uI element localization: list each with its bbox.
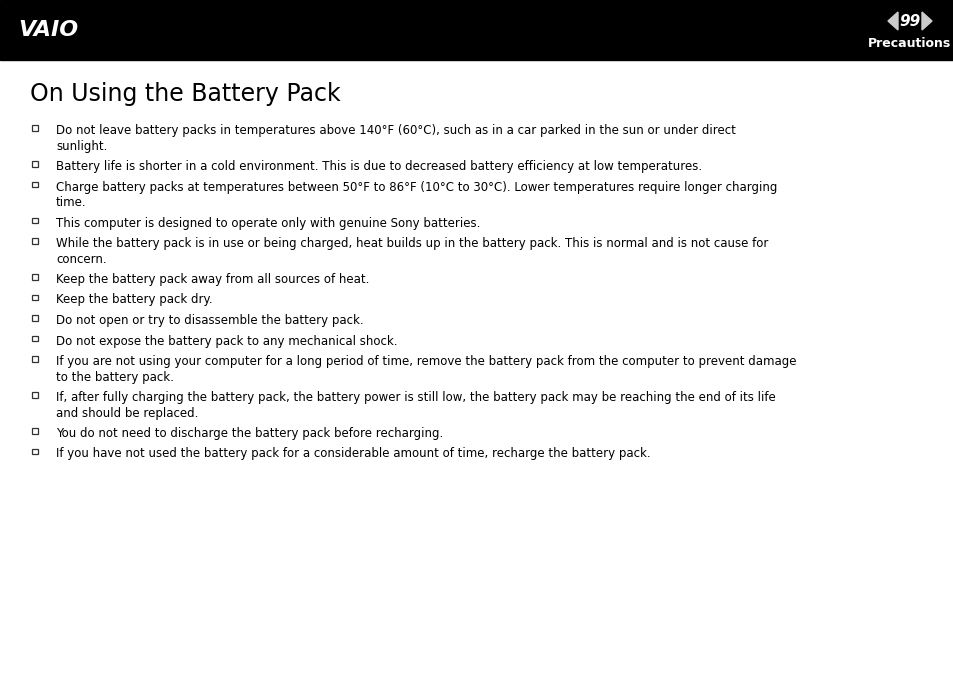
Text: While the battery pack is in use or being charged, heat builds up in the battery: While the battery pack is in use or bein…	[56, 237, 767, 266]
Text: VAIO: VAIO	[18, 20, 78, 40]
Bar	[32, 125, 38, 131]
Text: If you are not using your computer for a long period of time, remove the battery: If you are not using your computer for a…	[56, 355, 796, 384]
Bar	[32, 238, 38, 244]
Text: Do not expose the battery pack to any mechanical shock.: Do not expose the battery pack to any me…	[56, 334, 397, 348]
Bar	[32, 315, 38, 321]
Bar	[32, 182, 38, 187]
Text: Charge battery packs at temperatures between 50°F to 86°F (10°C to 30°C). Lower : Charge battery packs at temperatures bet…	[56, 181, 777, 210]
Text: On Using the Battery Pack: On Using the Battery Pack	[30, 82, 340, 106]
Bar	[32, 295, 38, 300]
Text: If, after fully charging the battery pack, the battery power is still low, the b: If, after fully charging the battery pac…	[56, 391, 775, 420]
Bar	[32, 218, 38, 223]
Polygon shape	[921, 12, 931, 30]
Bar	[0, 0, 953, 60]
Polygon shape	[887, 12, 897, 30]
Bar	[32, 428, 38, 434]
Bar	[32, 161, 38, 166]
Text: You do not need to discharge the battery pack before recharging.: You do not need to discharge the battery…	[56, 427, 443, 440]
Text: Do not open or try to disassemble the battery pack.: Do not open or try to disassemble the ba…	[56, 314, 363, 327]
Text: Keep the battery pack away from all sources of heat.: Keep the battery pack away from all sour…	[56, 273, 369, 286]
Bar	[32, 274, 38, 280]
Bar	[32, 336, 38, 341]
Text: Precautions: Precautions	[867, 36, 951, 50]
Bar	[32, 357, 38, 362]
Bar	[32, 392, 38, 398]
Bar	[32, 449, 38, 454]
Text: Battery life is shorter in a cold environment. This is due to decreased battery : Battery life is shorter in a cold enviro…	[56, 160, 701, 173]
Text: Do not leave battery packs in temperatures above 140°F (60°C), such as in a car : Do not leave battery packs in temperatur…	[56, 124, 735, 153]
Text: If you have not used the battery pack for a considerable amount of time, recharg: If you have not used the battery pack fo…	[56, 448, 650, 460]
Text: Keep the battery pack dry.: Keep the battery pack dry.	[56, 293, 213, 307]
Text: 99: 99	[899, 13, 920, 28]
Text: This computer is designed to operate only with genuine Sony batteries.: This computer is designed to operate onl…	[56, 216, 480, 230]
